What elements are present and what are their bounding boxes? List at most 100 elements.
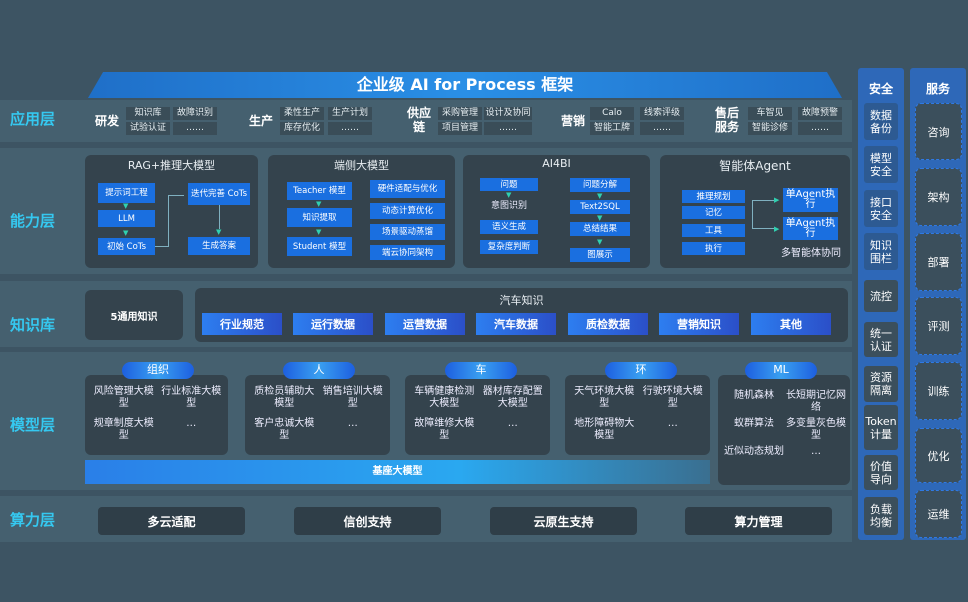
ai4bi-step: 语义生成 <box>480 220 538 234</box>
security-item: 数据备份 <box>864 103 898 140</box>
auto-knowledge-title: 汽车知识 <box>499 294 544 307</box>
model-item: … <box>507 418 518 429</box>
arrow-down-icon: ▼ <box>316 228 322 236</box>
connector-line <box>219 205 220 229</box>
arrow-down-icon: ▼ <box>316 200 322 208</box>
agent-item: 记忆 <box>682 206 745 219</box>
base-model-bar: 基座大模型 <box>85 460 710 484</box>
app-cell: 线索评级 <box>640 107 684 120</box>
rag-step: 生成答案 <box>188 237 250 255</box>
rag-step: 初始 CoTs <box>98 238 155 255</box>
app-cell: 智能工牌 <box>590 122 634 135</box>
model-item: 蚁群算法 <box>734 418 774 429</box>
rag-step: LLM <box>98 210 155 227</box>
edge-feature: 动态计算优化 <box>370 203 445 219</box>
arrow-down-icon: ▼ <box>216 228 222 236</box>
edge-step: 知识提取 <box>287 208 352 227</box>
arrow-down-icon: ▼ <box>506 191 512 199</box>
app-group-label: 供应链 <box>406 106 431 134</box>
service-item: 咨询 <box>915 103 962 160</box>
app-cell: 故障识别 <box>173 107 217 120</box>
app-cell: …… <box>173 122 217 135</box>
service-item: 优化 <box>915 428 962 483</box>
app-cell: 柔性生产 <box>280 107 324 120</box>
model-item: 规章制度大模型 <box>93 418 154 441</box>
ai4bi-title: AI4BI <box>542 157 571 170</box>
app-group-label: 生产 <box>248 114 273 128</box>
model-item: 近似动态规划 <box>724 446 784 457</box>
agent-footer: 多智能体协同 <box>781 248 841 259</box>
connector-line <box>752 200 774 229</box>
edge-feature: 硬件适配与优化 <box>370 180 445 198</box>
security-item: 模型安全 <box>864 146 898 183</box>
ai4bi-step: 总结结果 <box>570 222 630 236</box>
agent-title: 智能体Agent <box>719 159 791 173</box>
security-item: 知识围栏 <box>864 233 898 270</box>
security-item: 流控 <box>864 280 898 312</box>
agent-item: 工具 <box>682 224 745 237</box>
model-item: 天气环境大模型 <box>574 386 635 409</box>
edge-feature: 场景驱动蒸馏 <box>370 224 445 240</box>
edge-step: Teacher 模型 <box>287 182 352 200</box>
security-item: 资源隔离 <box>864 366 898 402</box>
model-item: 器材库存配置大模型 <box>482 386 543 409</box>
layer-label-model: 模型层 <box>10 416 56 434</box>
model-panel <box>405 375 550 455</box>
compute-item: 多云适配 <box>98 507 245 535</box>
knowledge-chip: 汽车数据 <box>476 313 556 335</box>
app-cell: …… <box>328 122 372 135</box>
page-title: 企业级 AI for Process 框架 <box>88 72 842 98</box>
model-tag: ML <box>745 362 817 379</box>
arrow-down-icon: ▼ <box>597 192 603 200</box>
compute-item: 算力管理 <box>685 507 832 535</box>
app-cell: 智能诊修 <box>748 122 792 135</box>
model-panel <box>245 375 390 455</box>
service-item: 部署 <box>915 233 962 291</box>
connector-line <box>169 195 184 196</box>
edge-title: 端侧大模型 <box>334 159 389 172</box>
agent-item: 执行 <box>682 242 745 255</box>
rag-step: 提示词工程 <box>98 183 155 203</box>
model-item: 行驶环境大模型 <box>642 386 703 409</box>
model-tag: 环 <box>605 362 677 379</box>
rag-step: 迭代完善 CoTs <box>188 183 250 205</box>
app-cell: 项目管理 <box>438 122 482 135</box>
arrow-down-icon: ▼ <box>123 229 129 237</box>
model-item: … <box>811 446 821 457</box>
knowledge-chip: 行业规范 <box>202 313 282 335</box>
app-group-label: 售后服务 <box>714 106 739 134</box>
model-item: … <box>347 418 358 429</box>
arrow-down-icon: ▼ <box>123 202 129 210</box>
model-tag: 组织 <box>122 362 194 379</box>
app-cell: 设计及协同 <box>484 107 532 120</box>
agent-item: 推理规划 <box>682 190 745 203</box>
app-cell: Calo <box>590 107 634 120</box>
edge-step: Student 模型 <box>287 237 352 256</box>
ai4bi-step: 问题 <box>480 178 538 191</box>
ai4bi-step-text: 意图识别 <box>490 201 527 211</box>
security-item: 负载均衡 <box>864 497 898 535</box>
agent-exec: 单Agent执行 <box>783 217 838 240</box>
layer-label-compute: 算力层 <box>10 511 56 529</box>
model-item: 风险管理大模型 <box>93 386 154 409</box>
knowledge-chip: 质检数据 <box>568 313 648 335</box>
rag-title: RAG+推理大模型 <box>127 159 216 172</box>
ai4bi-step: 问题分解 <box>570 178 630 192</box>
model-item: … <box>667 418 678 429</box>
compute-item: 云原生支持 <box>490 507 637 535</box>
model-item: 故障维修大模型 <box>414 418 475 441</box>
arrow-down-icon: ▼ <box>597 214 603 222</box>
knowledge-chip: 运行数据 <box>293 313 373 335</box>
security-item: 统一认证 <box>864 322 898 357</box>
ai4bi-step: Text2SQL <box>570 200 630 214</box>
model-item: 销售培训大模型 <box>322 386 383 409</box>
model-panel <box>718 375 850 485</box>
ai4bi-step: 复杂度判断 <box>480 240 538 254</box>
service-item: 评测 <box>915 297 962 355</box>
security-item: 接口安全 <box>864 190 898 227</box>
app-cell: 采购管理 <box>438 107 482 120</box>
app-cell: 库存优化 <box>280 122 324 135</box>
agent-exec: 单Agent执行 <box>783 188 838 212</box>
general-knowledge: 5通用知识 <box>85 290 183 340</box>
model-item: 行业标准大模型 <box>161 386 222 409</box>
